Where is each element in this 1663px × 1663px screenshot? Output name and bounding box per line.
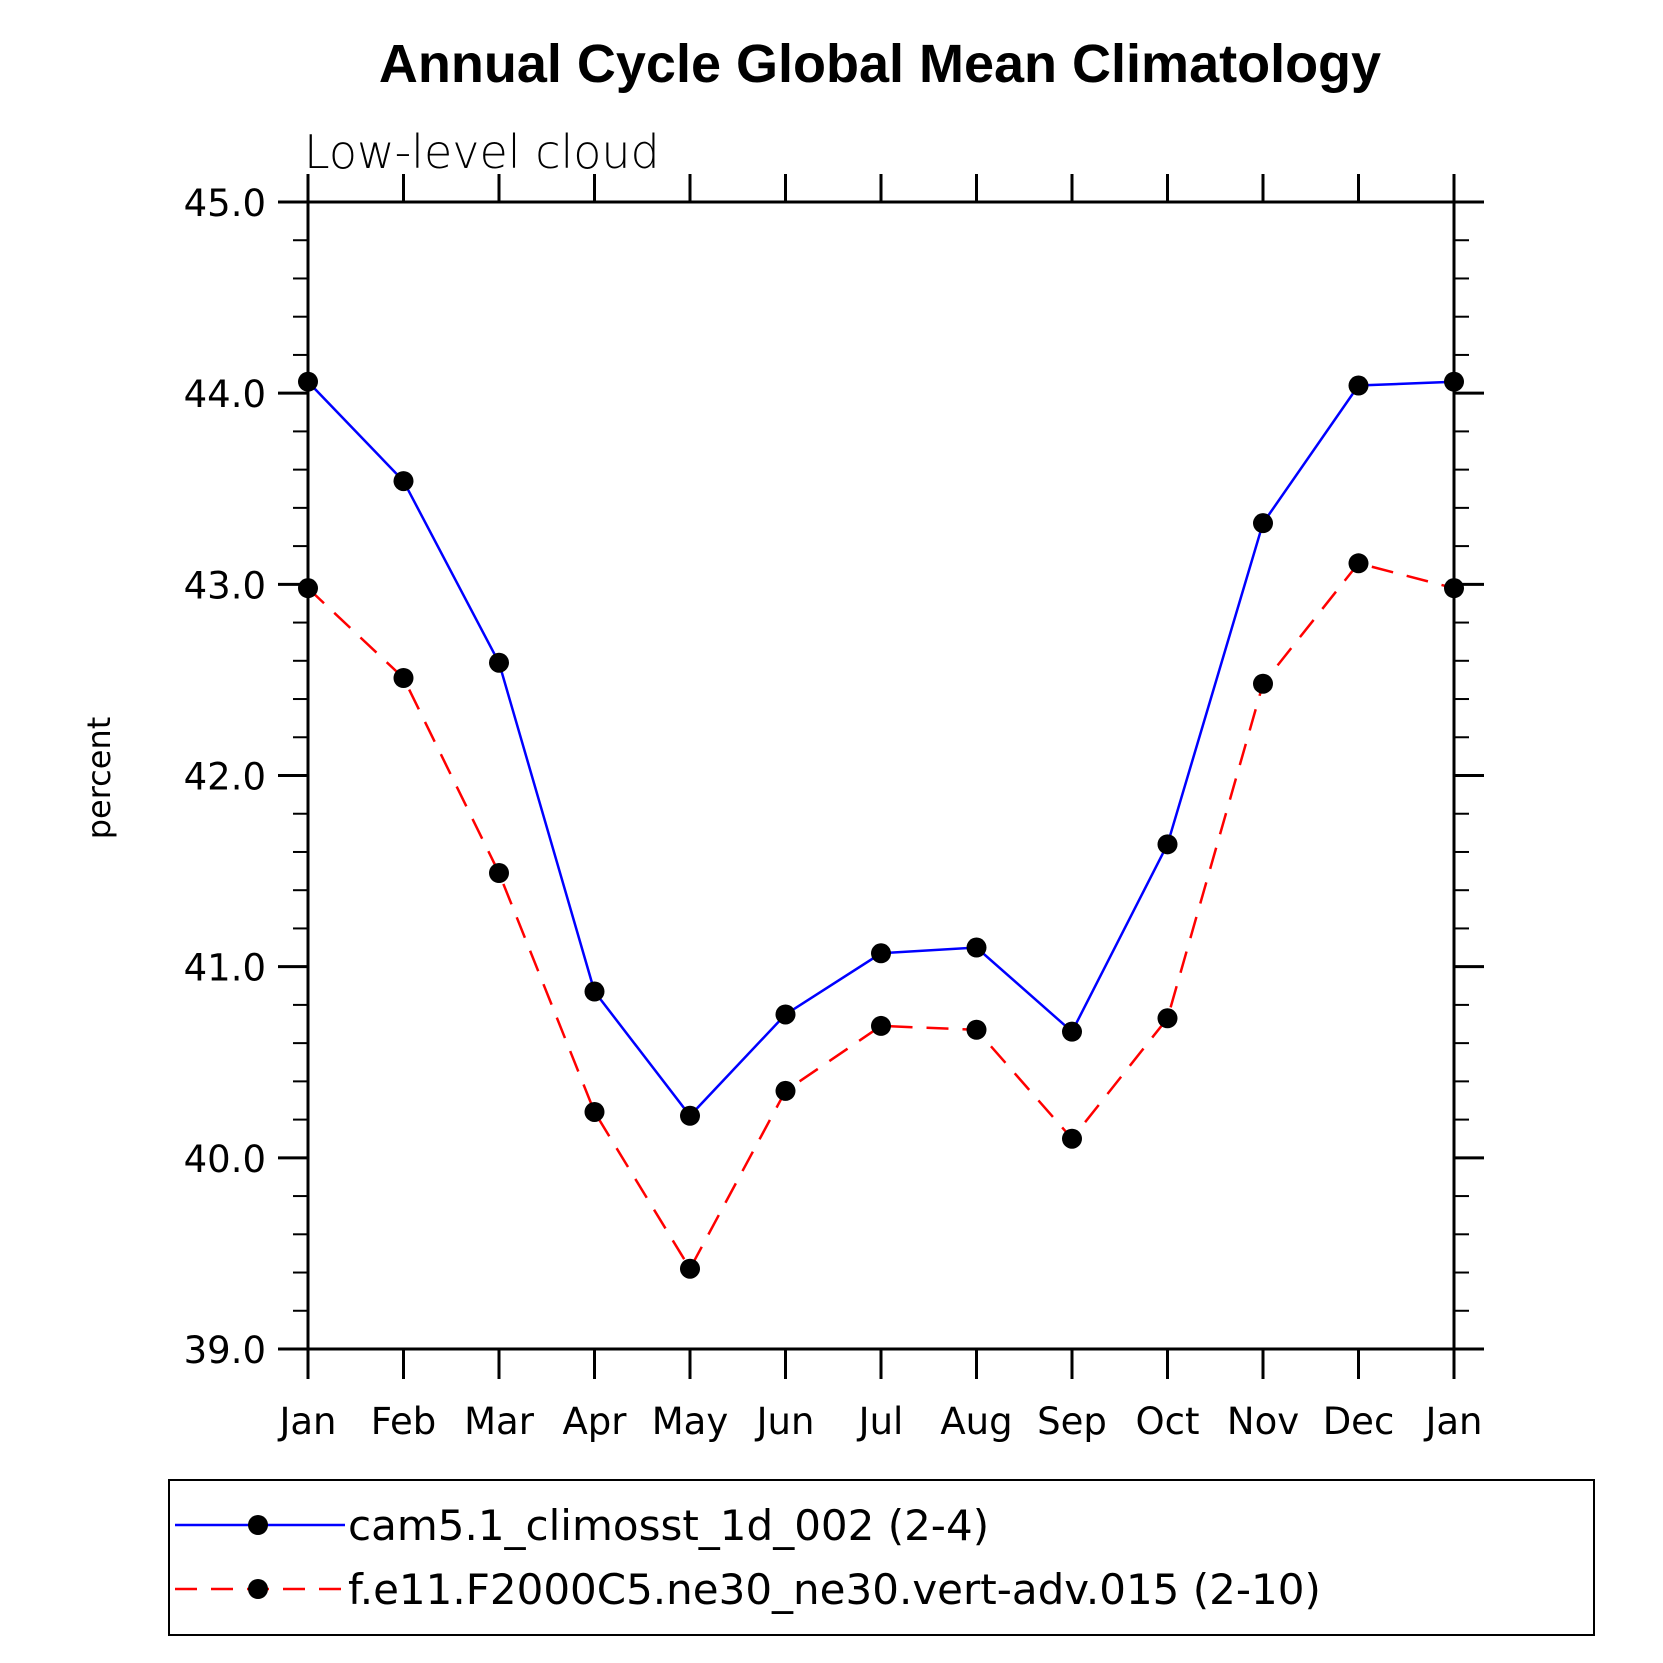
series-group (298, 371, 1464, 1279)
data-point (298, 371, 318, 392)
x-tick-label: Nov (1227, 1400, 1299, 1443)
x-tick-label: Jun (755, 1400, 815, 1443)
series-line (307, 380, 1455, 1118)
data-point (584, 981, 605, 1002)
data-point (1062, 1021, 1082, 1042)
data-point (871, 1015, 891, 1036)
y-tick-label: 39.0 (184, 1329, 266, 1372)
y-tick-label: 42.0 (184, 756, 266, 799)
series-line (307, 561, 1455, 1272)
data-point (393, 471, 414, 492)
y-axis-label: percent (80, 717, 118, 840)
data-point (1444, 371, 1464, 392)
x-tick-label: Jan (1423, 1400, 1482, 1443)
data-point (775, 1080, 796, 1101)
data-point (966, 937, 987, 958)
x-tick-label: Apr (562, 1400, 627, 1443)
x-tick-label: Mar (464, 1400, 535, 1443)
legend-marker (248, 1579, 268, 1599)
data-point (680, 1105, 700, 1126)
y-tick-label: 41.0 (184, 947, 266, 990)
plot-frame (306, 200, 1456, 1351)
x-tick-label: Jan (277, 1400, 336, 1443)
data-point (966, 1019, 987, 1040)
legend-items: cam5.1_climosst_1d_002 (2-4) f.e11.F2000C… (175, 1501, 1321, 1614)
chart-title: Annual Cycle Global Mean Climatology (379, 34, 1381, 94)
x-tick-label: Oct (1136, 1400, 1200, 1443)
y-tick-labels: 39.0 40.0 41.0 42.0 43.0 44.0 45.0 (184, 182, 266, 1372)
legend-label: cam5.1_climosst_1d_002 (2-4) (348, 1501, 989, 1550)
data-point (775, 1004, 796, 1025)
y-tick-label: 40.0 (184, 1138, 266, 1181)
legend: cam5.1_climosst_1d_002 (2-4) f.e11.F2000C… (168, 1479, 1595, 1636)
data-point (1444, 578, 1464, 599)
data-point (680, 1258, 700, 1279)
y-tick-label: 44.0 (184, 373, 266, 416)
x-tick-label: Sep (1037, 1400, 1107, 1443)
data-point (1157, 834, 1178, 855)
legend-label: f.e11.F2000C5.ne30_ne30.vert-adv.015 (2-… (348, 1565, 1321, 1614)
legend-box (168, 1479, 1595, 1636)
data-point (393, 668, 414, 689)
series-2 (298, 553, 1464, 1279)
x-tick-label: Aug (940, 1400, 1012, 1443)
data-point (489, 862, 509, 883)
legend-marker (248, 1515, 268, 1535)
x-tick-label: Feb (371, 1400, 437, 1443)
chart-subtitle: Low-level cloud (304, 125, 660, 179)
data-point (1348, 375, 1369, 396)
data-point (1348, 553, 1369, 574)
x-tick-label: May (652, 1400, 729, 1443)
data-point (1157, 1008, 1178, 1029)
data-point (1253, 513, 1273, 534)
data-point (298, 578, 318, 599)
x-tick-label: Dec (1323, 1400, 1395, 1443)
y-tick-label: 45.0 (184, 182, 266, 225)
data-point (584, 1101, 605, 1122)
series-1 (298, 371, 1464, 1126)
axis-ticks (278, 174, 1484, 1379)
x-tick-labels: Jan Feb Mar Apr May Jun Jul Aug Sep Oct Nov Dec Jan (277, 1400, 1482, 1443)
y-tick-label: 43.0 (184, 564, 266, 607)
data-point (1253, 673, 1273, 694)
x-tick-label: Jul (857, 1400, 904, 1443)
data-point (1062, 1128, 1082, 1149)
data-point (489, 652, 509, 673)
data-point (871, 943, 891, 964)
